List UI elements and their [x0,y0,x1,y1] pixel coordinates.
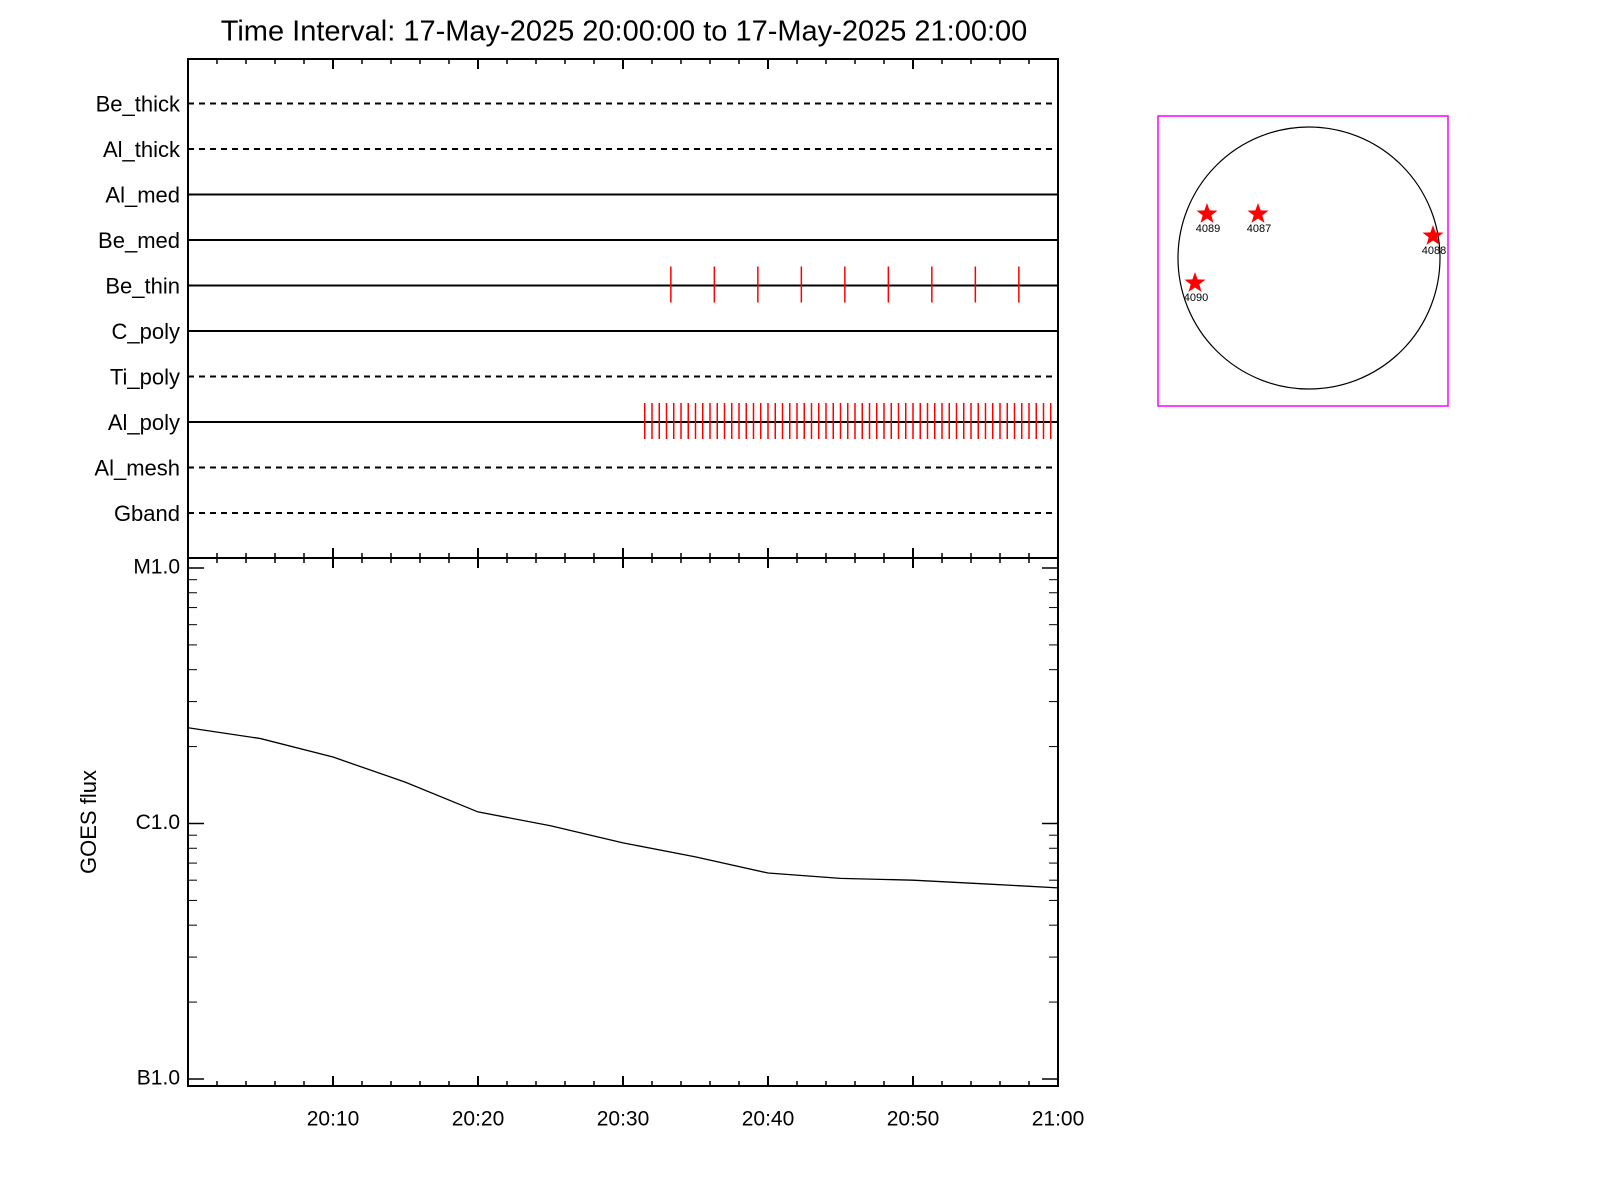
y-tick-label: M1.0 [133,556,180,579]
row-label: Al_poly [108,410,180,435]
row-label: Al_mesh [94,455,180,480]
row-label: C_poly [112,319,180,344]
solar-disk [1177,126,1441,390]
region-label: 4089 [1196,223,1220,235]
y-tick-label: C1.0 [136,811,180,834]
frame [187,557,1059,1087]
region-star [1196,203,1218,223]
region-star [1422,225,1444,245]
row-label: Be_thin [105,273,180,298]
map-box [1157,115,1449,407]
x-tick-label: 20:20 [452,1108,505,1131]
row-label: Gband [114,501,180,526]
region-label: 4088 [1422,245,1446,257]
y-tick-label: B1.0 [137,1067,180,1090]
region-label: 4090 [1184,292,1208,304]
y-axis-label: GOES flux [76,770,101,874]
x-tick-label: 20:10 [307,1108,360,1131]
frame [187,58,1059,559]
chart-title: Time Interval: 17-May-2025 20:00:00 to 1… [221,16,1028,48]
region-star [1184,272,1206,292]
region-label: 4087 [1247,223,1271,235]
region-star [1247,203,1269,223]
x-tick-label: 20:30 [597,1108,650,1131]
row-label: Ti_poly [110,364,180,389]
x-tick-label: 20:50 [887,1108,940,1131]
goes-curve [187,727,1059,889]
row-label: Al_thick [103,137,181,162]
x-tick-label: 21:00 [1032,1108,1085,1131]
row-label: Be_med [98,228,180,253]
row-label: Be_thick [96,91,181,116]
row-label: Al_med [105,182,180,207]
x-tick-label: 20:40 [742,1108,795,1131]
